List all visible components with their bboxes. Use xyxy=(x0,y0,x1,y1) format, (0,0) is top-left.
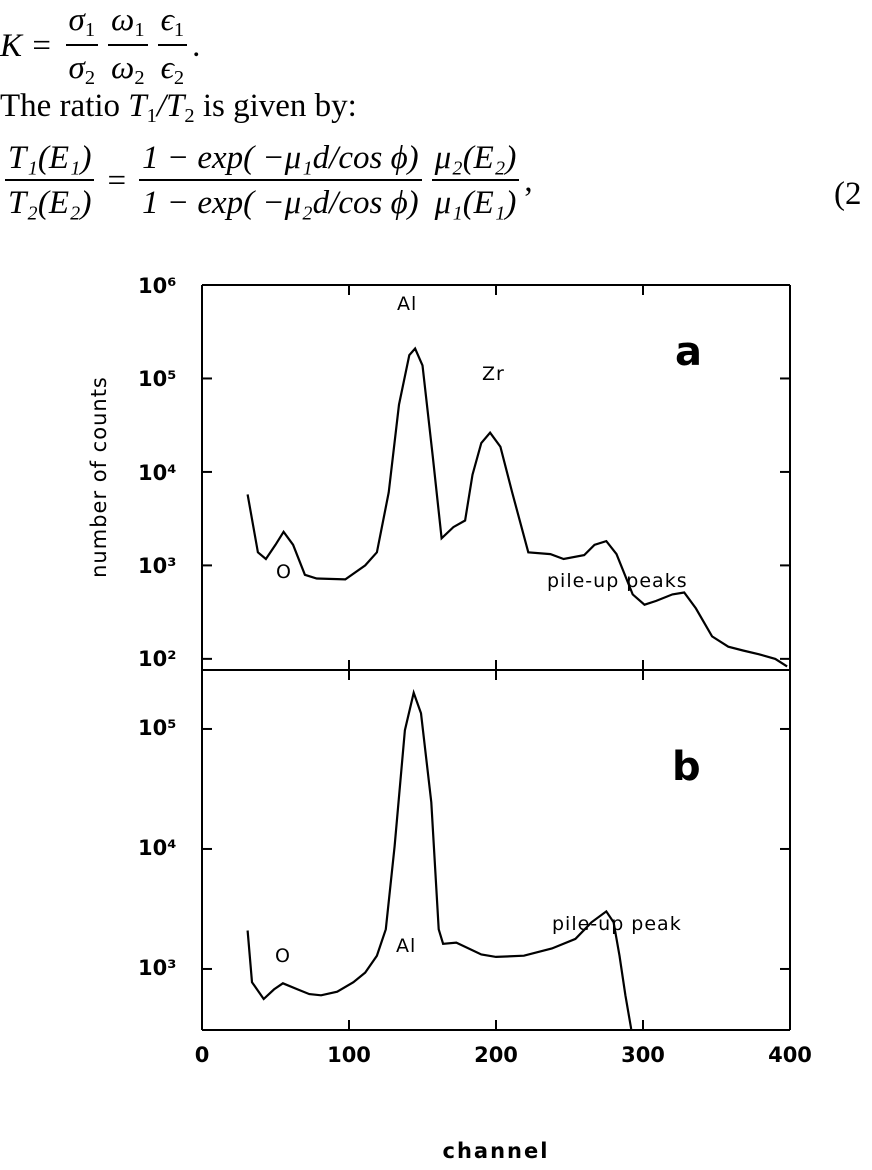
body-text-ratio: The ratio T1/T2 is given by: xyxy=(0,88,357,128)
ytick-a-6: 10⁶ xyxy=(138,274,176,298)
fraction-exp: 1 − exp( −μ₁d/cos ϕ) 1 − exp( −μ₂d/cos ϕ… xyxy=(139,140,422,222)
plot-frame xyxy=(201,284,791,1031)
y-axis-label: number of counts xyxy=(87,376,111,578)
ytick-b-3: 10³ xyxy=(138,956,176,980)
annotation-a-zr: Zr xyxy=(482,363,505,385)
spectrum-curve-b xyxy=(246,688,633,1030)
xtick-200: 200 xyxy=(474,1043,518,1067)
spectrum-curve-a xyxy=(246,346,788,668)
ytick-a-4: 10⁴ xyxy=(138,461,176,485)
xtick-0: 0 xyxy=(195,1043,210,1067)
axis-ticks xyxy=(202,285,790,1030)
annotation-a-pileup: pile-up peaks xyxy=(547,570,688,592)
xtick-400: 400 xyxy=(768,1043,812,1067)
ytick-a-3: 10³ xyxy=(138,554,176,578)
fraction-epsilon: ϵ1 ϵ2 xyxy=(157,2,188,90)
xtick-100: 100 xyxy=(327,1043,371,1067)
equation-k-lhs: K = xyxy=(0,27,53,64)
fraction-mu: μ₂(E₂) μ₁(E₁) xyxy=(431,140,520,222)
ytick-a-2: 10² xyxy=(138,647,176,671)
annotation-b-pileup: pile-up peak xyxy=(552,913,682,935)
equation-number: (2 xyxy=(834,176,862,212)
annotation-b-o: O xyxy=(275,945,291,967)
x-axis-label: channel xyxy=(443,1139,550,1163)
equation-k: K = σ1 σ2 ω1 ω2 ϵ1 ϵ2 . xyxy=(0,2,200,90)
panel-label-b: b xyxy=(672,744,701,790)
fraction-omega: ω1 ω2 xyxy=(108,2,148,90)
annotation-a-o: O xyxy=(276,561,292,583)
fraction-t-ratio: T₁(E₁) T₂(E₂) xyxy=(5,140,95,222)
panel-label-a: a xyxy=(675,329,702,375)
annotation-b-al: Al xyxy=(396,935,416,957)
ytick-b-5: 10⁵ xyxy=(138,716,176,740)
equation-2: T₁(E₁) T₂(E₂) = 1 − exp( −μ₁d/cos ϕ) 1 −… xyxy=(0,140,533,222)
annotation-a-al: Al xyxy=(397,293,417,315)
equation-k-period: . xyxy=(192,27,201,64)
fraction-sigma: σ1 σ2 xyxy=(65,2,99,90)
ytick-b-4: 10⁴ xyxy=(138,836,176,860)
xtick-300: 300 xyxy=(621,1043,665,1067)
ytick-a-5: 10⁵ xyxy=(138,367,176,391)
